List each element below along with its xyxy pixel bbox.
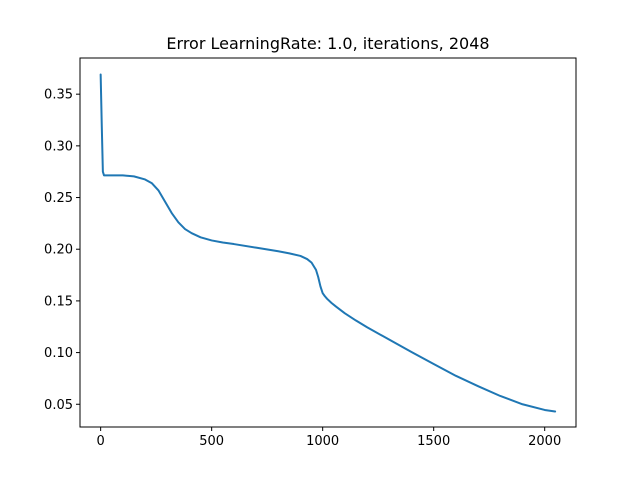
y-tick-label: 0.10: [44, 346, 73, 361]
y-tick-label: 0.30: [44, 139, 73, 154]
axes-frame: [79, 57, 577, 428]
series-line-0: [99, 73, 557, 413]
y-tick-label: 0.35: [44, 88, 73, 103]
x-tick-label: 1000: [306, 434, 339, 449]
y-axis: 0.05 0.10 0.15 0.20 0.25 0.30 0.35: [44, 88, 80, 413]
plot-area: 0 500 1000 1500 2000 0.05 0.10 0.15 0.20 0.25 0.3…: [44, 57, 577, 449]
y-tick-label: 0.15: [44, 294, 73, 309]
y-tick-label: 0.25: [44, 191, 73, 206]
y-tick-label: 0.05: [44, 398, 73, 413]
chart-title: Error LearningRate: 1.0, iterations, 204…: [166, 34, 489, 53]
x-tick-label: 500: [199, 434, 224, 449]
x-tick-label: 1500: [417, 434, 450, 449]
series-layer: [99, 73, 557, 413]
x-tick-label: 0: [97, 434, 105, 449]
x-tick-label: 2000: [528, 434, 561, 449]
y-tick-label: 0.20: [44, 243, 73, 258]
x-axis: 0 500 1000 1500 2000: [97, 427, 561, 449]
